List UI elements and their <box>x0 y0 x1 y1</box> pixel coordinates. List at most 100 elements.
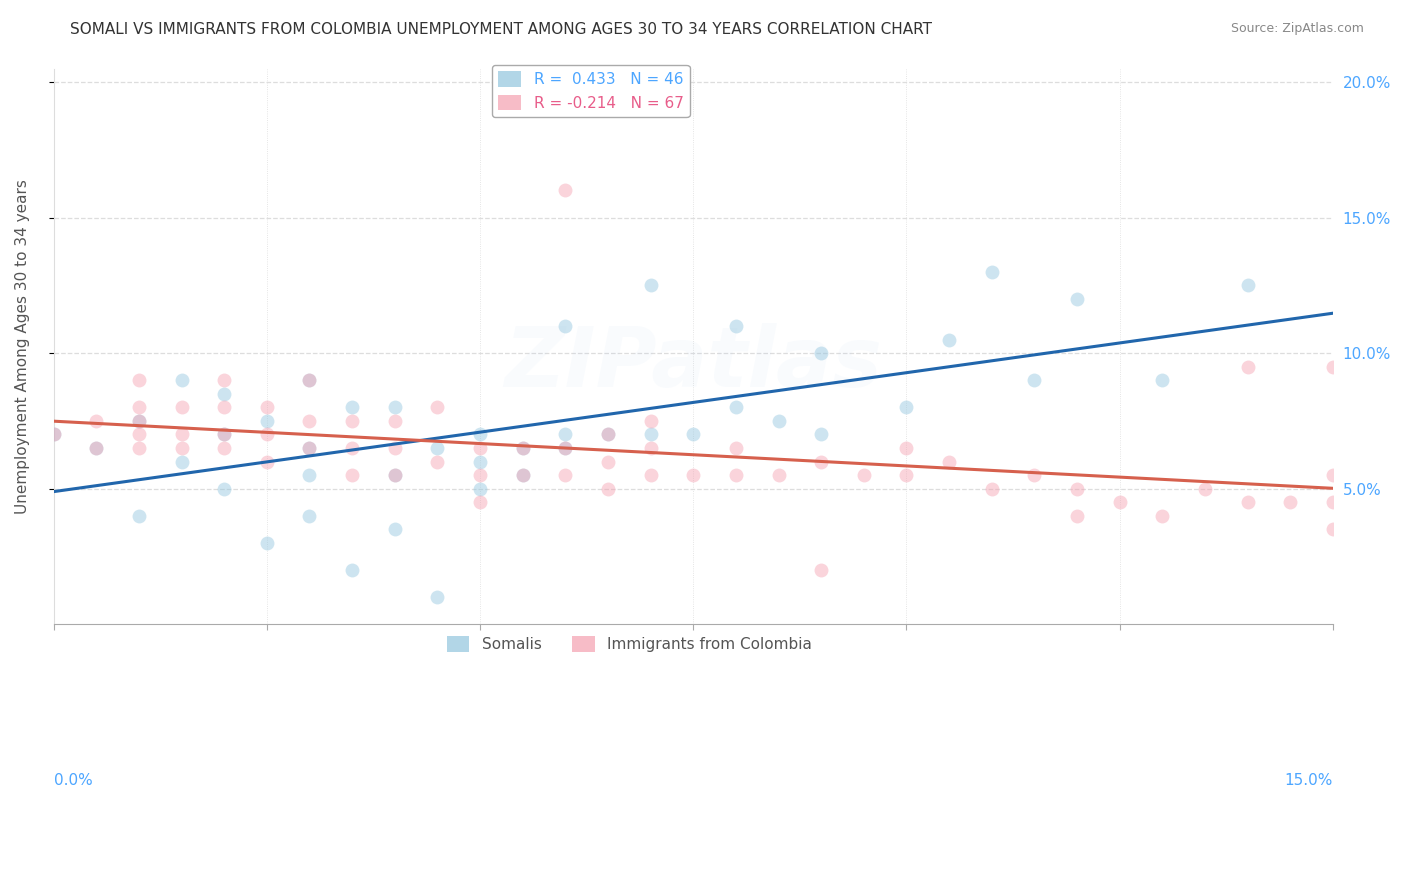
Point <box>384 522 406 536</box>
Point <box>298 373 321 387</box>
Point <box>298 414 321 428</box>
Point <box>852 468 875 483</box>
Text: Source: ZipAtlas.com: Source: ZipAtlas.com <box>1230 22 1364 36</box>
Point <box>170 454 193 468</box>
Point <box>1279 495 1302 509</box>
Point <box>84 441 107 455</box>
Point <box>1236 359 1258 374</box>
Point <box>256 427 278 442</box>
Point <box>212 441 235 455</box>
Point <box>128 508 150 523</box>
Point <box>1322 359 1344 374</box>
Point <box>1108 495 1130 509</box>
Point <box>384 441 406 455</box>
Point <box>128 401 150 415</box>
Point <box>426 441 449 455</box>
Point <box>212 427 235 442</box>
Point <box>340 441 363 455</box>
Point <box>640 414 662 428</box>
Point <box>724 468 747 483</box>
Legend: Somalis, Immigrants from Colombia: Somalis, Immigrants from Colombia <box>440 630 818 658</box>
Point <box>724 441 747 455</box>
Point <box>128 427 150 442</box>
Point <box>128 414 150 428</box>
Point <box>384 414 406 428</box>
Point <box>1066 508 1088 523</box>
Point <box>384 468 406 483</box>
Point <box>426 454 449 468</box>
Point <box>596 482 619 496</box>
Point <box>682 468 704 483</box>
Point <box>298 441 321 455</box>
Point <box>640 468 662 483</box>
Point <box>340 401 363 415</box>
Point <box>554 184 576 198</box>
Point <box>42 427 65 442</box>
Point <box>1322 495 1344 509</box>
Point <box>340 414 363 428</box>
Point <box>682 427 704 442</box>
Point <box>810 427 832 442</box>
Point <box>512 468 534 483</box>
Point <box>170 427 193 442</box>
Point <box>596 427 619 442</box>
Point <box>554 427 576 442</box>
Point <box>810 346 832 360</box>
Point <box>980 482 1002 496</box>
Point <box>1236 495 1258 509</box>
Text: 15.0%: 15.0% <box>1285 773 1333 789</box>
Point <box>640 441 662 455</box>
Point <box>128 441 150 455</box>
Point <box>724 319 747 334</box>
Point <box>128 373 150 387</box>
Point <box>128 414 150 428</box>
Text: ZIPatlas: ZIPatlas <box>505 323 882 403</box>
Point <box>1024 373 1046 387</box>
Point <box>212 401 235 415</box>
Point <box>426 590 449 604</box>
Point <box>896 441 918 455</box>
Point <box>468 495 491 509</box>
Point <box>554 468 576 483</box>
Point <box>426 401 449 415</box>
Point <box>298 508 321 523</box>
Point <box>1066 292 1088 306</box>
Point <box>640 427 662 442</box>
Point <box>1152 373 1174 387</box>
Point <box>980 265 1002 279</box>
Point <box>768 414 790 428</box>
Point <box>554 441 576 455</box>
Point <box>938 454 960 468</box>
Point <box>1322 468 1344 483</box>
Point <box>212 427 235 442</box>
Point <box>170 401 193 415</box>
Point <box>298 468 321 483</box>
Point <box>554 441 576 455</box>
Point <box>42 427 65 442</box>
Point <box>212 482 235 496</box>
Point <box>256 401 278 415</box>
Point <box>724 401 747 415</box>
Point <box>810 454 832 468</box>
Point <box>512 441 534 455</box>
Point <box>84 441 107 455</box>
Point <box>170 441 193 455</box>
Point <box>384 468 406 483</box>
Point <box>596 427 619 442</box>
Point <box>212 386 235 401</box>
Point <box>1152 508 1174 523</box>
Point <box>1236 278 1258 293</box>
Point <box>340 468 363 483</box>
Point <box>256 454 278 468</box>
Point <box>1066 482 1088 496</box>
Point <box>468 441 491 455</box>
Point <box>384 401 406 415</box>
Point <box>938 333 960 347</box>
Point <box>1322 522 1344 536</box>
Point <box>170 373 193 387</box>
Point <box>468 482 491 496</box>
Point <box>212 373 235 387</box>
Point <box>768 468 790 483</box>
Text: SOMALI VS IMMIGRANTS FROM COLOMBIA UNEMPLOYMENT AMONG AGES 30 TO 34 YEARS CORREL: SOMALI VS IMMIGRANTS FROM COLOMBIA UNEMP… <box>70 22 932 37</box>
Point <box>896 401 918 415</box>
